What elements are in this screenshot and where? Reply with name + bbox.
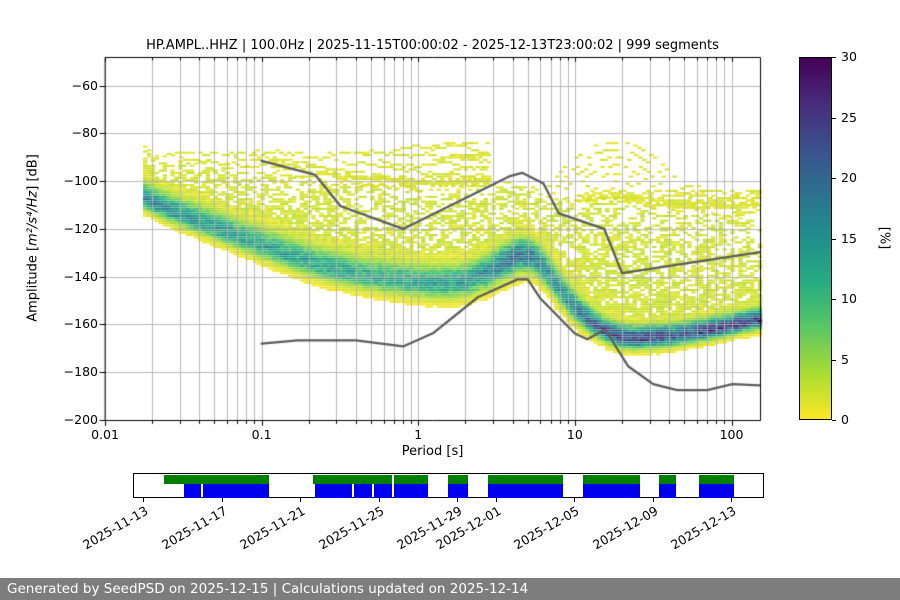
colorbar-tick <box>832 359 836 361</box>
timeline-tick <box>300 498 302 502</box>
colorbar-tick-label: 5 <box>841 351 849 367</box>
colorbar-gradient <box>799 57 832 420</box>
x-axis-label: Period [s] <box>401 444 464 459</box>
colorbar-label: [%] <box>876 226 892 250</box>
availability-segment-blue <box>487 484 563 498</box>
colorbar-tick-label: 30 <box>841 49 857 64</box>
availability-segment-blue <box>393 484 429 498</box>
availability-segment-blue <box>354 484 373 498</box>
availability-segment-blue <box>183 484 201 498</box>
y-axis-label-units: m²/s⁴/Hz <box>25 190 41 246</box>
timeline-tick <box>574 498 576 502</box>
timeline-tick <box>652 498 654 502</box>
footer-bar: Generated by SeedPSD on 2025-12-15 | Cal… <box>0 578 900 600</box>
availability-segment-green <box>163 475 269 484</box>
timeline-tick <box>143 498 145 502</box>
y-axis-tick-label: −100 <box>63 173 98 189</box>
colorbar-tick <box>832 57 836 58</box>
availability-segment-green <box>447 475 468 484</box>
availability-segment-green <box>699 475 735 484</box>
timeline-tick <box>731 498 733 502</box>
availability-segment-blue <box>447 484 468 498</box>
y-axis-label: Amplitude [m²/s⁴/Hz] [dB] <box>26 154 41 322</box>
y-axis-tick-label: −140 <box>63 268 98 284</box>
y-axis-tick-label: −180 <box>63 364 98 380</box>
colorbar-tick <box>832 420 836 421</box>
y-axis-label-prefix: Amplitude [ <box>25 245 41 322</box>
availability-segment-blue <box>315 484 353 498</box>
availability-segment-green <box>313 475 393 484</box>
x-axis-tick-label: 100 <box>719 427 744 442</box>
colorbar-tick-label: 0 <box>841 412 849 427</box>
availability-segment-green <box>393 475 429 484</box>
availability-segment-blue <box>374 484 393 498</box>
y-axis-tick-label: −120 <box>63 220 98 236</box>
y-axis-label-suffix: ] [dB] <box>25 154 41 191</box>
timeline-tick <box>457 498 458 502</box>
x-axis-tick-label: 0.1 <box>251 427 272 442</box>
x-axis-tick-label: 1 <box>414 427 423 442</box>
colorbar-tick <box>832 238 836 240</box>
ppsd-heatmap-canvas <box>95 52 775 430</box>
colorbar-tick-label: 20 <box>841 170 857 185</box>
availability-segment-blue <box>202 484 269 498</box>
plot-title: HP.AMPL..HHZ | 100.0Hz | 2025-11-15T00:0… <box>146 38 719 53</box>
colorbar-tick <box>832 117 836 119</box>
availability-segment-green <box>487 475 563 484</box>
availability-segment-blue <box>699 484 735 498</box>
colorbar-tick <box>832 178 836 179</box>
x-axis-tick-label: 0.01 <box>91 427 119 442</box>
availability-segment-blue <box>659 484 677 498</box>
timeline-tick <box>378 498 380 502</box>
colorbar-tick <box>832 299 836 300</box>
y-axis-tick-label: −200 <box>63 412 98 427</box>
timeline-tick <box>221 498 223 502</box>
timeline-tick <box>495 498 497 502</box>
y-axis-tick-label: −80 <box>71 125 98 141</box>
availability-segment-green <box>582 475 641 484</box>
y-axis-tick-label: −160 <box>63 316 98 332</box>
x-axis-tick-label: 10 <box>566 427 583 442</box>
availability-segment-green <box>659 475 677 484</box>
y-axis-tick-label: −60 <box>71 77 98 93</box>
colorbar-tick-label: 10 <box>841 291 857 306</box>
availability-timeline-bar <box>133 473 764 498</box>
availability-segment-blue <box>582 484 641 498</box>
colorbar-tick-label: 25 <box>841 109 857 125</box>
colorbar-tick-label: 15 <box>841 230 857 246</box>
footer-text: Generated by SeedPSD on 2025-12-15 | Cal… <box>7 581 529 597</box>
